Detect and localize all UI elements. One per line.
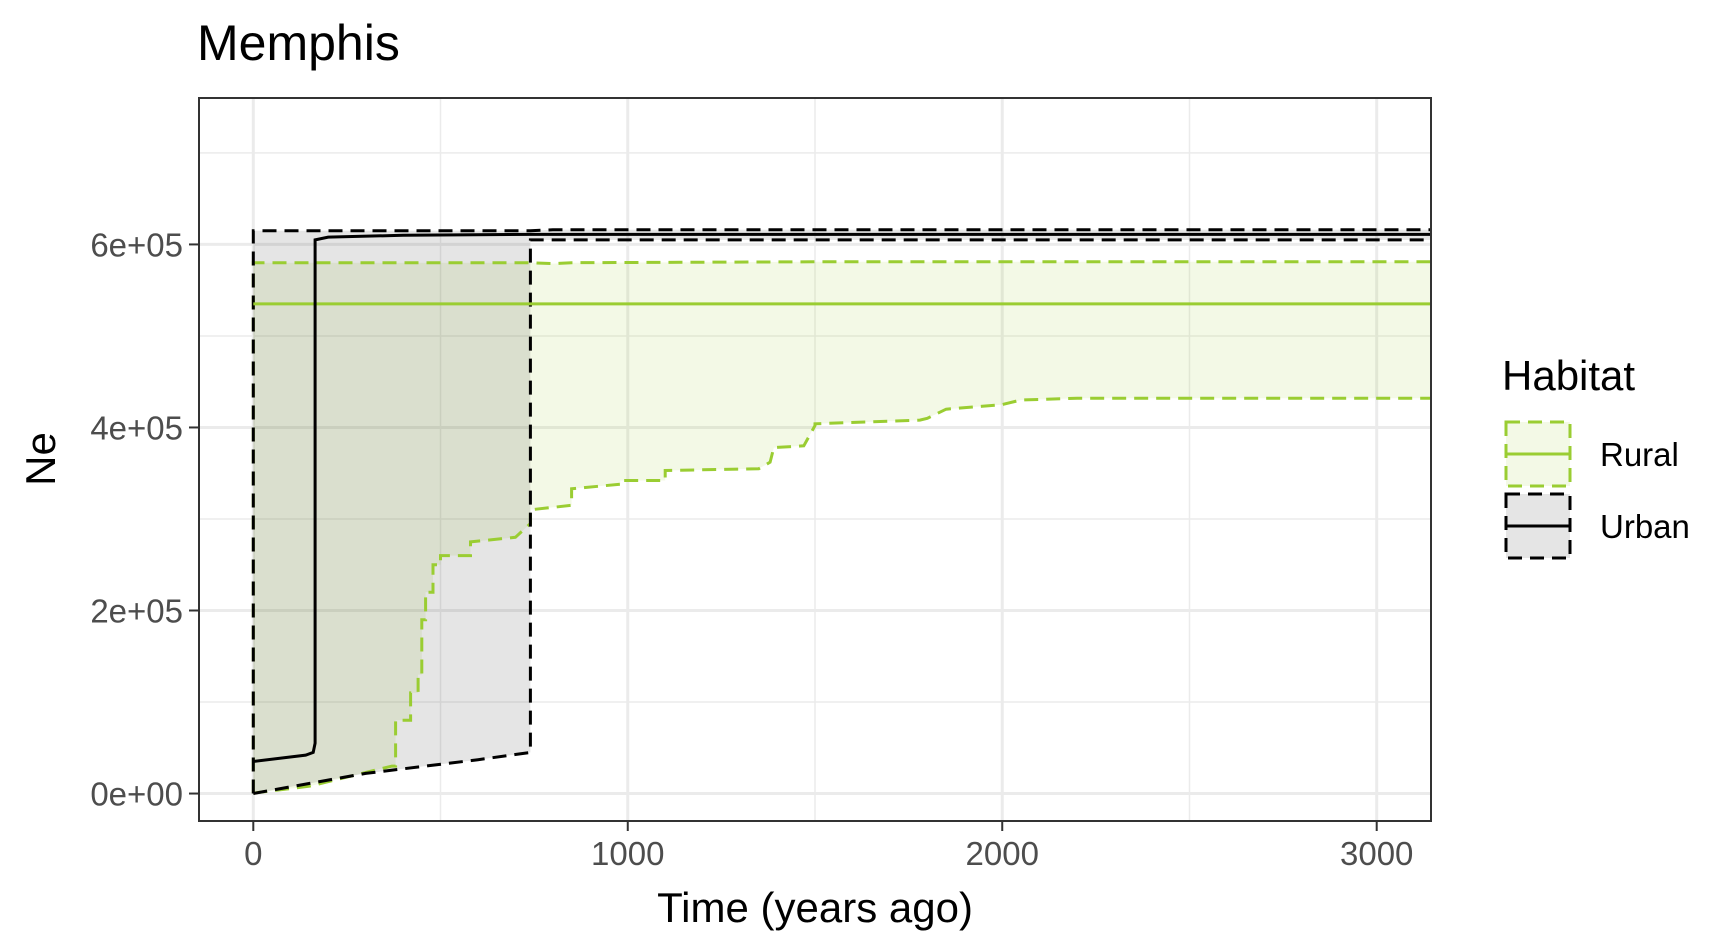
chart-title: Memphis [197, 15, 400, 71]
legend: Habitat Rural Urban [1502, 352, 1690, 560]
y-tick-label: 4e+05 [90, 409, 183, 446]
urban-lower-bound [253, 238, 1431, 795]
urban-ribbon [253, 229, 1431, 794]
x-axis: 0 1000 2000 3000 [244, 821, 1413, 872]
urban-upper-bound [251, 228, 1431, 794]
plot-panel [198, 97, 1432, 822]
urban-median-line [253, 232, 1431, 763]
x-axis-title: Time (years ago) [657, 884, 973, 931]
x-tick-label: 1000 [591, 835, 664, 872]
y-axis: 0e+00 2e+05 4e+05 6e+05 [90, 226, 199, 813]
confidence-bounds [251, 228, 1431, 795]
legend-title: Habitat [1502, 352, 1635, 399]
legend-label-urban: Urban [1600, 508, 1690, 545]
legend-item-rural: Rural [1504, 420, 1679, 488]
rural-ribbon [253, 261, 1431, 794]
x-tick-label: 0 [244, 835, 262, 872]
legend-item-urban: Urban [1504, 492, 1690, 560]
x-tick-label: 2000 [966, 835, 1039, 872]
y-axis-title: Ne [17, 432, 64, 486]
legend-label-rural: Rural [1600, 436, 1679, 473]
y-tick-label: 6e+05 [90, 226, 183, 263]
y-tick-label: 2e+05 [90, 593, 183, 630]
legend-items: Rural Urban [1504, 420, 1690, 560]
x-tick-label: 3000 [1340, 835, 1413, 872]
y-tick-label: 0e+00 [90, 776, 183, 813]
plot-border [198, 97, 1432, 822]
median-lines [253, 232, 1431, 763]
confidence-ribbons [253, 229, 1431, 794]
rural-lower-bound [252, 396, 1431, 795]
